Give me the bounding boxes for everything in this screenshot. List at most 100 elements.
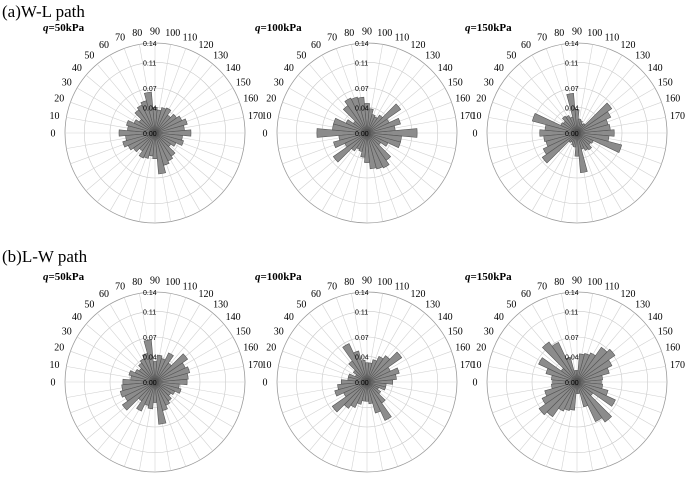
- angle-tick-label: 130: [635, 299, 650, 310]
- angle-tick-label: 140: [226, 312, 241, 323]
- angle-tick-label: 110: [183, 33, 198, 44]
- rose-bar-40: [132, 132, 156, 153]
- panel-title-value: =150kPa: [471, 22, 513, 34]
- angle-tick-label: 90: [150, 276, 160, 287]
- rose-bar-120: [344, 97, 368, 134]
- angle-tick-label: 30: [274, 78, 284, 89]
- angle-tick-label: 100: [165, 277, 180, 288]
- panel-title: q=50kPa: [43, 22, 85, 34]
- angle-tick-label: 110: [605, 33, 620, 44]
- polar-grid-spoke: [518, 132, 578, 203]
- radial-tick-label: 0.14: [355, 290, 369, 297]
- rose-bar-40: [366, 351, 403, 383]
- panel-title-var: q: [255, 271, 261, 283]
- radial-tick-label: 0.11: [143, 309, 156, 316]
- angle-tick-label: 10: [472, 360, 482, 371]
- rose-bar-70: [366, 359, 378, 383]
- angle-tick-label: 80: [344, 277, 354, 288]
- rose-bar-150: [538, 357, 578, 383]
- panel-title: q=100kPa: [255, 22, 302, 34]
- rose-bar-130: [342, 105, 368, 134]
- radial-tick-label: 0.11: [143, 60, 156, 67]
- panel-title-value: =100kPa: [261, 271, 303, 283]
- angle-tick-label: 10: [472, 111, 482, 122]
- angle-tick-label: 20: [476, 94, 486, 105]
- rose-bar-60: [558, 381, 578, 412]
- angle-tick-label: 90: [572, 27, 582, 38]
- rose-bar-40: [121, 381, 156, 411]
- angle-tick-label: 40: [72, 312, 82, 323]
- rose-bar-30: [154, 115, 183, 134]
- rose-bar-130: [366, 381, 386, 404]
- angle-tick-label: 80: [132, 28, 142, 39]
- rose-bar-0: [539, 129, 578, 137]
- angle-tick-label: 60: [311, 289, 321, 300]
- rose-bar-170: [154, 381, 180, 389]
- angle-tick-label: 110: [395, 282, 410, 293]
- panel-title: q=100kPa: [255, 271, 302, 283]
- angle-tick-label: 100: [377, 277, 392, 288]
- radial-tick-label: 0.04: [565, 354, 579, 361]
- rose-bar-50: [351, 132, 368, 152]
- angle-tick-label: 0: [473, 378, 478, 389]
- rose-bar-40: [576, 102, 613, 134]
- rose-bar-50: [576, 346, 608, 383]
- angle-tick-label: 160: [665, 94, 680, 105]
- radial-tick-label: 0.00: [143, 131, 157, 138]
- angle-tick-label: 100: [377, 28, 392, 39]
- rose-bar-140: [366, 381, 382, 395]
- angle-tick-label: 140: [438, 63, 453, 74]
- rose-bar-50: [343, 381, 368, 409]
- angle-tick-label: 30: [62, 78, 72, 89]
- angle-tick-label: 170: [248, 111, 263, 122]
- angle-tick-label: 170: [460, 360, 475, 371]
- rose-bar-60: [136, 381, 156, 412]
- angle-tick-label: 0: [263, 378, 268, 389]
- rose-bar-120: [154, 381, 171, 406]
- rose-bar-40: [541, 132, 578, 164]
- angle-tick-label: 170: [670, 360, 685, 371]
- rose-bar-40: [366, 103, 402, 134]
- rose-bar-120: [366, 381, 392, 421]
- angle-tick-label: 80: [554, 277, 564, 288]
- rose-bar-0: [316, 128, 368, 138]
- rose-bar-130: [576, 132, 592, 151]
- rose-bar-40: [331, 381, 368, 413]
- angle-tick-label: 120: [199, 289, 214, 300]
- rose-bar-0: [154, 129, 192, 137]
- polar-grid-spoke: [576, 48, 609, 134]
- rose-bar-70: [564, 381, 578, 411]
- angle-tick-label: 170: [248, 360, 263, 371]
- angle-tick-label: 70: [327, 282, 337, 293]
- angle-tick-label: 100: [587, 277, 602, 288]
- polar-grid-spoke: [545, 132, 578, 218]
- polar-grid-spoke: [576, 381, 593, 471]
- radial-tick-label: 0.00: [355, 131, 369, 138]
- angle-tick-label: 150: [236, 78, 251, 89]
- angle-tick-label: 160: [455, 94, 470, 105]
- angle-tick-label: 150: [658, 78, 673, 89]
- rose-bar-160: [545, 368, 578, 383]
- rose-bar-170: [576, 381, 603, 390]
- rose-bar-80: [154, 354, 163, 383]
- rose-bar-130: [562, 115, 578, 134]
- angle-tick-label: 130: [425, 50, 440, 61]
- rose-bar-170: [366, 132, 402, 143]
- rose-bar-160: [154, 132, 184, 146]
- angle-tick-label: 60: [99, 289, 109, 300]
- angle-tick-label: 130: [635, 50, 650, 61]
- panel-title-var: q: [255, 22, 261, 34]
- radial-tick-label: 0.07: [355, 335, 369, 342]
- panel-title-var: q: [43, 271, 49, 283]
- angle-tick-label: 170: [460, 111, 475, 122]
- rose-bar-60: [154, 107, 172, 134]
- rose-bar-130: [366, 132, 392, 161]
- angle-tick-label: 130: [425, 299, 440, 310]
- rose-bar-40: [576, 348, 616, 383]
- rose-bar-70: [356, 381, 368, 405]
- rose-bar-50: [546, 381, 578, 418]
